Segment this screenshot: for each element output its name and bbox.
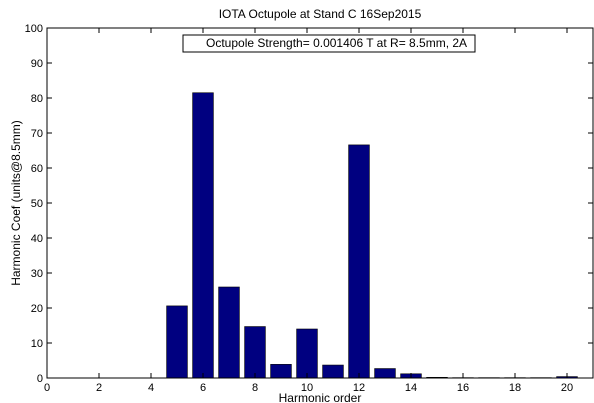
bar-harmonic-7 <box>218 286 240 379</box>
y-tick-label: 30 <box>31 268 43 280</box>
y-tick-label: 90 <box>31 58 43 70</box>
x-tick-label: 14 <box>405 382 417 394</box>
y-tick-label: 80 <box>31 93 43 105</box>
plot-frame <box>46 27 594 379</box>
x-tick-label: 10 <box>301 382 313 394</box>
annotation-text: Octupole Strength= 0.001406 T at R= 8.5m… <box>206 36 467 50</box>
annotation-box: Octupole Strength= 0.001406 T at R= 8.5m… <box>182 34 476 53</box>
x-tick-label: 18 <box>509 382 521 394</box>
y-tick-label: 10 <box>31 338 43 350</box>
y-tick-label: 70 <box>31 128 43 140</box>
bar-harmonic-11 <box>322 364 344 379</box>
annotation-box-border <box>182 34 476 53</box>
bars-group <box>166 92 578 379</box>
y-tick-label: 100 <box>25 23 43 35</box>
chart-title: IOTA Octupole at Stand C 16Sep2015 <box>219 7 422 21</box>
bar-harmonic-8 <box>244 326 266 379</box>
bar-harmonic-12 <box>348 144 370 379</box>
x-tick-label: 4 <box>148 382 154 394</box>
x-tick-label: 0 <box>44 382 50 394</box>
x-tick-label: 12 <box>353 382 365 394</box>
ticks-group: 0 2 4 6 8 10 12 14 16 18 20 0 10 20 30 40 50 60 70 80 90 100 <box>25 23 593 394</box>
x-tick-label: 2 <box>96 382 102 394</box>
x-tick-label: 20 <box>561 382 573 394</box>
bar-harmonic-10 <box>296 328 318 379</box>
bar-harmonic-6 <box>192 92 214 379</box>
y-tick-label: 50 <box>31 198 43 210</box>
y-tick-label: 20 <box>31 303 43 315</box>
x-tick-label: 6 <box>200 382 206 394</box>
y-tick-label: 40 <box>31 233 43 245</box>
y-tick-label: 0 <box>37 373 43 385</box>
bar-harmonic-13 <box>374 368 396 379</box>
bar-harmonic-9 <box>270 364 292 379</box>
bar-harmonic-5 <box>166 305 188 379</box>
x-axis-title: Harmonic order <box>279 391 362 403</box>
x-tick-label: 16 <box>457 382 469 394</box>
y-axis-title: Harmonic Coef (units@8.5mm) <box>9 120 23 286</box>
x-tick-label: 8 <box>252 382 258 394</box>
y-tick-label: 60 <box>31 163 43 175</box>
